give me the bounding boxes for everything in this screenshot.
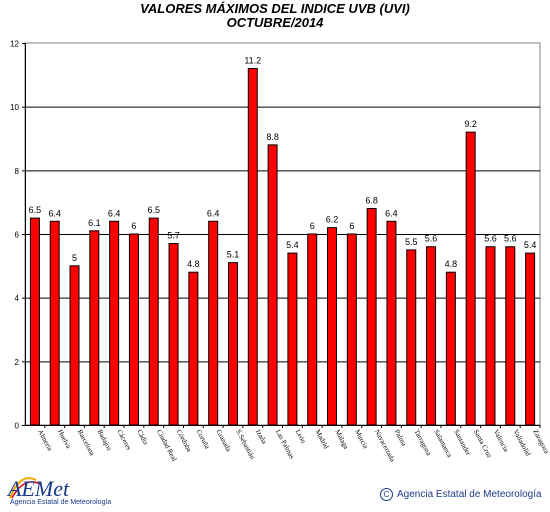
bar — [89, 230, 100, 426]
data-label: 6.4 — [108, 208, 121, 218]
x-tick-label: Murcia — [353, 428, 370, 450]
y-tick-label: 4 — [15, 294, 20, 303]
bar — [227, 262, 238, 426]
bar — [445, 271, 456, 426]
x-tick-label: Salamanca — [432, 428, 454, 459]
bar — [505, 246, 516, 426]
copyright-notice: C Agencia Estatal de Meteorología — [380, 488, 542, 501]
x-tick-label: S.Sebastián — [234, 428, 257, 461]
x-tick-label: Cáceres — [115, 428, 133, 452]
x-tick-label: Palma — [393, 428, 409, 448]
data-label: 6 — [131, 221, 136, 231]
x-tick-label: Córdoba — [175, 428, 194, 454]
bar — [485, 246, 496, 426]
data-label: 6.4 — [385, 208, 398, 218]
bar — [307, 233, 318, 426]
data-label: 5 — [72, 253, 77, 263]
data-label: 6.1 — [88, 218, 101, 228]
data-label: 4.8 — [445, 259, 458, 269]
logo-brand-text: AEMet — [6, 476, 70, 501]
x-tick-label: Barcelona — [76, 428, 97, 458]
x-tick-label: Madrid — [313, 428, 330, 450]
y-tick-label: 6 — [15, 231, 20, 240]
y-tick-label: 2 — [15, 358, 20, 367]
x-tick-label: Coruña — [195, 428, 212, 451]
data-label: 9.2 — [464, 119, 477, 129]
data-label: 6 — [349, 221, 354, 231]
x-tick-label: Badajoz — [96, 428, 114, 452]
bar — [109, 220, 120, 426]
bar — [49, 220, 60, 426]
x-tick-label: Almería — [36, 428, 54, 453]
data-label: 5.1 — [227, 250, 240, 260]
y-tick-label: 10 — [10, 103, 19, 112]
bar — [128, 233, 139, 426]
bar — [287, 252, 298, 426]
x-tick-label: Santander — [452, 428, 473, 457]
data-label: 5.4 — [286, 240, 299, 250]
data-label: 6.5 — [147, 205, 160, 215]
x-tick-label: Santa Cruz — [472, 428, 494, 459]
y-tick-label: 8 — [15, 167, 20, 176]
x-tick-label: Ciudad Real — [155, 428, 178, 463]
bar — [267, 144, 278, 426]
bar — [69, 265, 80, 426]
bar — [208, 220, 219, 426]
bar — [525, 252, 536, 426]
data-label: 5.4 — [524, 240, 537, 250]
data-label: 11.2 — [244, 55, 261, 65]
bar — [247, 67, 258, 426]
x-tick-label: León — [294, 428, 308, 445]
x-tick-label: Málaga — [333, 428, 350, 451]
data-label: 5.6 — [504, 234, 517, 244]
aemet-logo: AEMet — [6, 476, 70, 501]
data-label: 6.5 — [29, 205, 42, 215]
chart-title: VALORES MÁXIMOS DEL INDICE UVB (UVI) — [140, 1, 410, 16]
data-label: 6.2 — [326, 215, 339, 225]
bar — [29, 217, 40, 426]
x-tick-label: Navacerrada — [373, 428, 397, 464]
x-tick-label: Izaña — [254, 428, 269, 446]
x-tick-label: Huelva — [56, 428, 73, 450]
x-tick-label: Valladolid — [512, 428, 533, 458]
data-label: 6 — [310, 221, 315, 231]
bar — [426, 246, 437, 426]
data-label: 5.5 — [405, 237, 418, 247]
bar — [406, 249, 417, 426]
data-label: 4.8 — [187, 259, 200, 269]
data-label: 5.7 — [167, 231, 180, 241]
bar — [465, 131, 476, 426]
chart-subtitle: OCTUBRE/2014 — [226, 15, 324, 30]
data-label: 5.6 — [484, 234, 497, 244]
bar — [148, 217, 159, 426]
logo-tagline: Agencia Estatal de Meteorología — [10, 499, 112, 506]
bar — [346, 233, 357, 426]
x-tick-label: Las Palmas — [274, 428, 296, 460]
y-tick-label: 12 — [10, 40, 19, 49]
copyright-icon: C — [380, 488, 393, 501]
x-tick-label: Zaragoza — [531, 428, 550, 456]
x-tick-label: Valencia — [492, 428, 511, 454]
bar — [188, 271, 199, 426]
copyright-text: Agencia Estatal de Meteorología — [397, 489, 542, 500]
data-label: 6.4 — [207, 208, 220, 218]
data-label: 6.4 — [48, 208, 61, 218]
x-tick-label: Granada — [214, 428, 233, 453]
x-tick-label: Tarragona — [412, 428, 433, 458]
bar — [366, 208, 377, 426]
bar — [327, 227, 338, 426]
data-label: 8.8 — [266, 132, 279, 142]
data-label: 5.6 — [425, 234, 438, 244]
y-tick-label: 0 — [15, 422, 20, 431]
bar — [168, 243, 179, 426]
bar — [386, 220, 397, 426]
x-tick-label: Cádiz — [135, 428, 150, 446]
data-label: 6.8 — [365, 196, 378, 206]
